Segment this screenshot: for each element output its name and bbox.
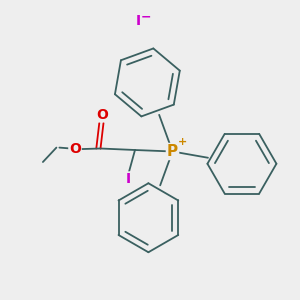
Text: P: P xyxy=(167,144,178,159)
Text: O: O xyxy=(69,142,81,156)
Text: I: I xyxy=(135,14,141,28)
Text: −: − xyxy=(140,11,151,24)
Text: +: + xyxy=(178,137,187,147)
Text: I: I xyxy=(126,172,131,186)
Text: O: O xyxy=(96,108,108,122)
